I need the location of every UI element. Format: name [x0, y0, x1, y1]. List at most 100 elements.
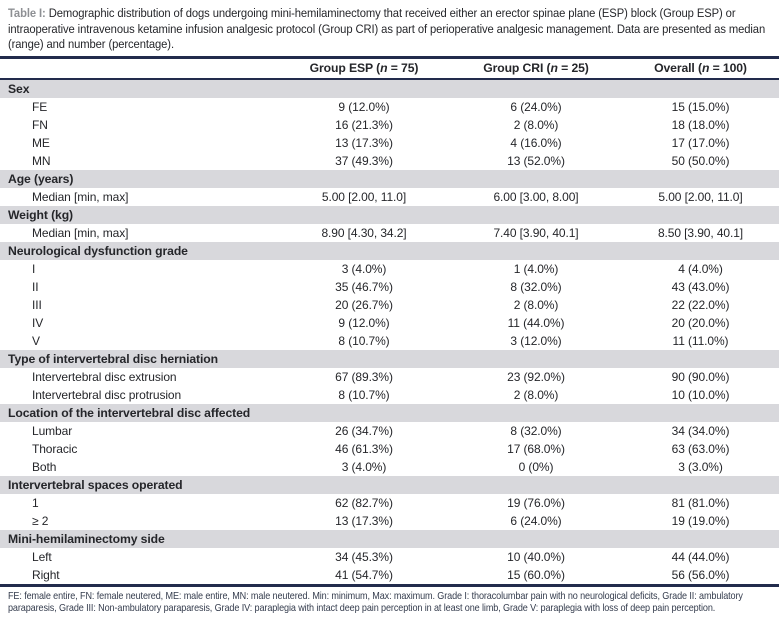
row-label: ME — [32, 135, 50, 150]
column-header-group-cri: Group CRI (n = 25) — [450, 61, 622, 75]
cell-group-esp: 37 (49.3%) — [335, 153, 393, 168]
row-label: Intervertebral disc extrusion — [32, 369, 177, 384]
cell-group-esp: 5.00 [2.00, 11.0] — [321, 189, 407, 204]
table-body: Sex FE 9 (12.0%) 6 (24.0%) 15 (15.0%) FN 16 (2… — [0, 79, 779, 584]
row-label: Right — [32, 567, 60, 582]
cell-group-esp: 20 (26.7%) — [335, 297, 393, 312]
cell-group-esp: 34 (45.3%) — [335, 549, 393, 564]
section-header: Intervertebral spaces operated — [0, 475, 779, 494]
cell-overall: 3 (3.0%) — [678, 459, 723, 474]
row-label: MN — [32, 153, 51, 168]
cell-group-esp: 8 (10.7%) — [338, 333, 390, 348]
table-row: Intervertebral disc protrusion 8 (10.7%) 2… — [0, 385, 779, 404]
column-header-text: = 25) — [557, 61, 589, 76]
cell-group-esp: 62 (82.7%) — [335, 495, 393, 510]
table-row: Both 3 (4.0%) 0 (0%) 3 (3.0%) — [0, 457, 779, 476]
cell-overall: 34 (34.0%) — [671, 423, 730, 438]
table-top-rule — [0, 55, 779, 59]
cell-group-cri: 4 (16.0%) — [510, 135, 562, 150]
row-label: Intervertebral disc protrusion — [32, 387, 182, 402]
table-row: III 20 (26.7%) 2 (8.0%) 22 (22.0%) — [0, 295, 779, 314]
cell-group-esp: 26 (34.7%) — [335, 423, 393, 438]
cell-group-cri: 23 (92.0%) — [507, 369, 565, 384]
cell-overall: 15 (15.0%) — [671, 99, 730, 114]
cell-group-cri: 2 (8.0%) — [513, 387, 559, 402]
table-row: MN 37 (49.3%) 13 (52.0%) 50 (50.0%) — [0, 151, 779, 170]
table-row: Intervertebral disc extrusion 67 (89.3%) 2… — [0, 367, 779, 386]
cell-group-cri: 13 (52.0%) — [507, 153, 565, 168]
column-header-overall: Overall (n = 100) — [622, 61, 779, 75]
table-row: FN 16 (21.3%) 2 (8.0%) 18 (18.0%) — [0, 115, 779, 134]
column-header-text: = 100) — [709, 61, 747, 76]
cell-group-cri: 1 (4.0%) — [513, 261, 559, 276]
cell-group-cri: 17 (68.0%) — [507, 441, 565, 456]
cell-overall: 5.00 [2.00, 11.0] — [658, 189, 743, 204]
cell-overall: 81 (81.0%) — [671, 495, 730, 510]
cell-overall: 43 (43.0%) — [671, 279, 730, 294]
row-label: ≥ 2 — [32, 513, 49, 528]
table-row: Right 41 (54.7%) 15 (60.0%) 56 (56.0%) — [0, 565, 779, 584]
row-label: Median [min, max] — [32, 225, 129, 240]
cell-group-cri: 15 (60.0%) — [507, 567, 565, 582]
section-header: Age (years) — [0, 169, 779, 188]
cell-group-esp: 13 (17.3%) — [335, 135, 393, 150]
column-header-text: Overall ( — [654, 61, 702, 76]
column-header-text: Group CRI ( — [483, 61, 551, 76]
row-label: FN — [32, 117, 48, 132]
row-label: I — [32, 261, 36, 276]
cell-group-cri: 6.00 [3.00, 8.00] — [493, 189, 579, 204]
row-label: V — [32, 333, 40, 348]
table-row: I 3 (4.0%) 1 (4.0%) 4 (4.0%) — [0, 259, 779, 278]
cell-group-esp: 67 (89.3%) — [335, 369, 393, 384]
cell-overall: 20 (20.0%) — [671, 315, 730, 330]
cell-group-cri: 2 (8.0%) — [513, 117, 559, 132]
table-caption-body: Demographic distribution of dogs undergo… — [8, 6, 766, 52]
cell-group-cri: 6 (24.0%) — [510, 99, 562, 114]
cell-group-cri: 3 (12.0%) — [510, 333, 562, 348]
cell-overall: 18 (18.0%) — [671, 117, 730, 132]
cell-group-esp: 46 (61.3%) — [335, 441, 393, 456]
column-header-row: Group ESP (n = 75) Group CRI (n = 25) Ov… — [0, 59, 779, 78]
cell-overall: 22 (22.0%) — [671, 297, 730, 312]
cell-overall: 19 (19.0%) — [671, 513, 730, 528]
cell-group-esp: 16 (21.3%) — [335, 117, 393, 132]
column-header-n-italic: n — [550, 61, 558, 76]
row-label: III — [32, 297, 42, 312]
table-row: ≥ 2 13 (17.3%) 6 (24.0%) 19 (19.0%) — [0, 511, 779, 530]
table-footnote: FE: female entire, FN: female neutered, … — [0, 587, 779, 616]
section-header: Weight (kg) — [0, 205, 779, 224]
table-row: V 8 (10.7%) 3 (12.0%) 11 (11.0%) — [0, 331, 779, 350]
cell-group-esp: 8.90 [4.30, 34.2] — [321, 225, 407, 240]
row-label: Thoracic — [32, 441, 78, 456]
cell-group-esp: 8 (10.7%) — [338, 387, 390, 402]
cell-group-cri: 8 (32.0%) — [510, 423, 562, 438]
table-row: Thoracic 46 (61.3%) 17 (68.0%) 63 (63.0%) — [0, 439, 779, 458]
cell-group-esp: 3 (4.0%) — [341, 261, 387, 276]
row-label: Left — [32, 549, 52, 564]
cell-group-cri: 19 (76.0%) — [507, 495, 565, 510]
table-row: Left 34 (45.3%) 10 (40.0%) 44 (44.0%) — [0, 547, 779, 566]
cell-overall: 50 (50.0%) — [671, 153, 730, 168]
table-row: Lumbar 26 (34.7%) 8 (32.0%) 34 (34.0%) — [0, 421, 779, 440]
cell-group-esp: 3 (4.0%) — [341, 459, 387, 474]
cell-group-esp: 9 (12.0%) — [338, 99, 390, 114]
cell-overall: 8.50 [3.90, 40.1] — [657, 225, 744, 240]
row-label: IV — [32, 315, 44, 330]
table-row: 1 62 (82.7%) 19 (76.0%) 81 (81.0%) — [0, 493, 779, 512]
cell-group-cri: 11 (44.0%) — [507, 315, 565, 330]
table-bottom-rule — [0, 583, 779, 587]
section-header: Mini-hemilaminectomy side — [0, 529, 779, 548]
table-row: IV 9 (12.0%) 11 (44.0%) 20 (20.0%) — [0, 313, 779, 332]
cell-group-esp: 41 (54.7%) — [335, 567, 393, 582]
column-header-n-italic: n — [380, 61, 388, 76]
table-row: ME 13 (17.3%) 4 (16.0%) 17 (17.0%) — [0, 133, 779, 152]
cell-group-esp: 13 (17.3%) — [335, 513, 393, 528]
cell-overall: 17 (17.0%) — [671, 135, 730, 150]
table-row: Median [min, max] 8.90 [4.30, 34.2] 7.40 [… — [0, 223, 779, 242]
cell-group-cri: 6 (24.0%) — [510, 513, 562, 528]
cell-overall: 56 (56.0%) — [671, 567, 730, 582]
section-header: Neurological dysfunction grade — [0, 241, 779, 260]
row-label: Both — [32, 459, 57, 474]
cell-group-cri: 0 (0%) — [518, 459, 554, 474]
